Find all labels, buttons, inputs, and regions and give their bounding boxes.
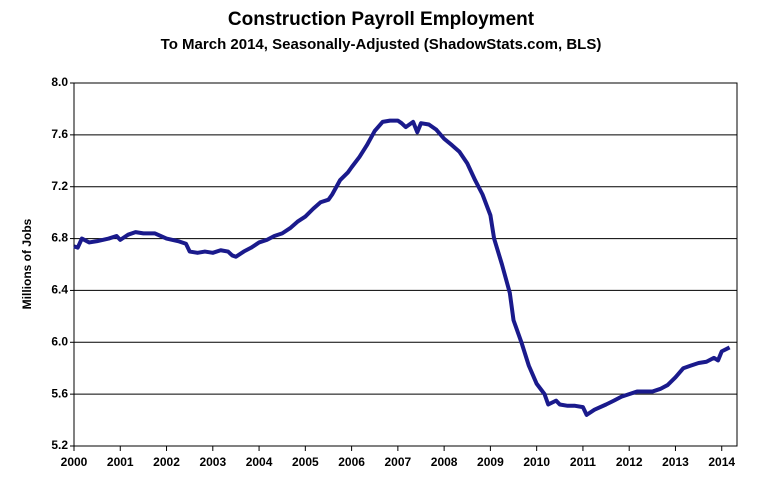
y-tick-label: 8.0 [51,75,68,89]
y-tick-label: 5.2 [51,438,68,452]
y-tick-label: 7.2 [51,179,68,193]
x-tick-label: 2010 [523,455,550,469]
y-axis-label: Millions of Jobs [20,218,34,309]
x-tick-label: 2011 [570,455,596,469]
x-tick-label: 2012 [616,455,643,469]
x-tick-label: 2003 [199,455,226,469]
y-tick-label: 6.8 [51,231,68,245]
chart-title: Construction Payroll Employment [228,9,535,30]
y-tick-label: 7.6 [51,127,68,141]
x-tick-label: 2014 [708,455,735,469]
x-tick-label: 2008 [431,455,458,469]
x-tick-label: 2000 [61,455,88,469]
data-line [73,118,731,417]
x-tick-label: 2004 [246,455,273,469]
y-tick-label: 5.6 [51,386,68,400]
y-tick-label: 6.0 [51,334,68,348]
x-tick-label: 2001 [107,455,134,469]
x-tick-label: 2005 [292,455,319,469]
x-tick-label: 2007 [385,455,412,469]
x-tick-label: 2009 [477,455,504,469]
x-tick-label: 2006 [338,455,365,469]
x-tick-label: 2013 [662,455,689,469]
y-tick-label: 6.4 [51,283,68,297]
x-tick-label: 2002 [153,455,180,469]
chart-subtitle: To March 2014, Seasonally-Adjusted (Shad… [161,36,602,53]
